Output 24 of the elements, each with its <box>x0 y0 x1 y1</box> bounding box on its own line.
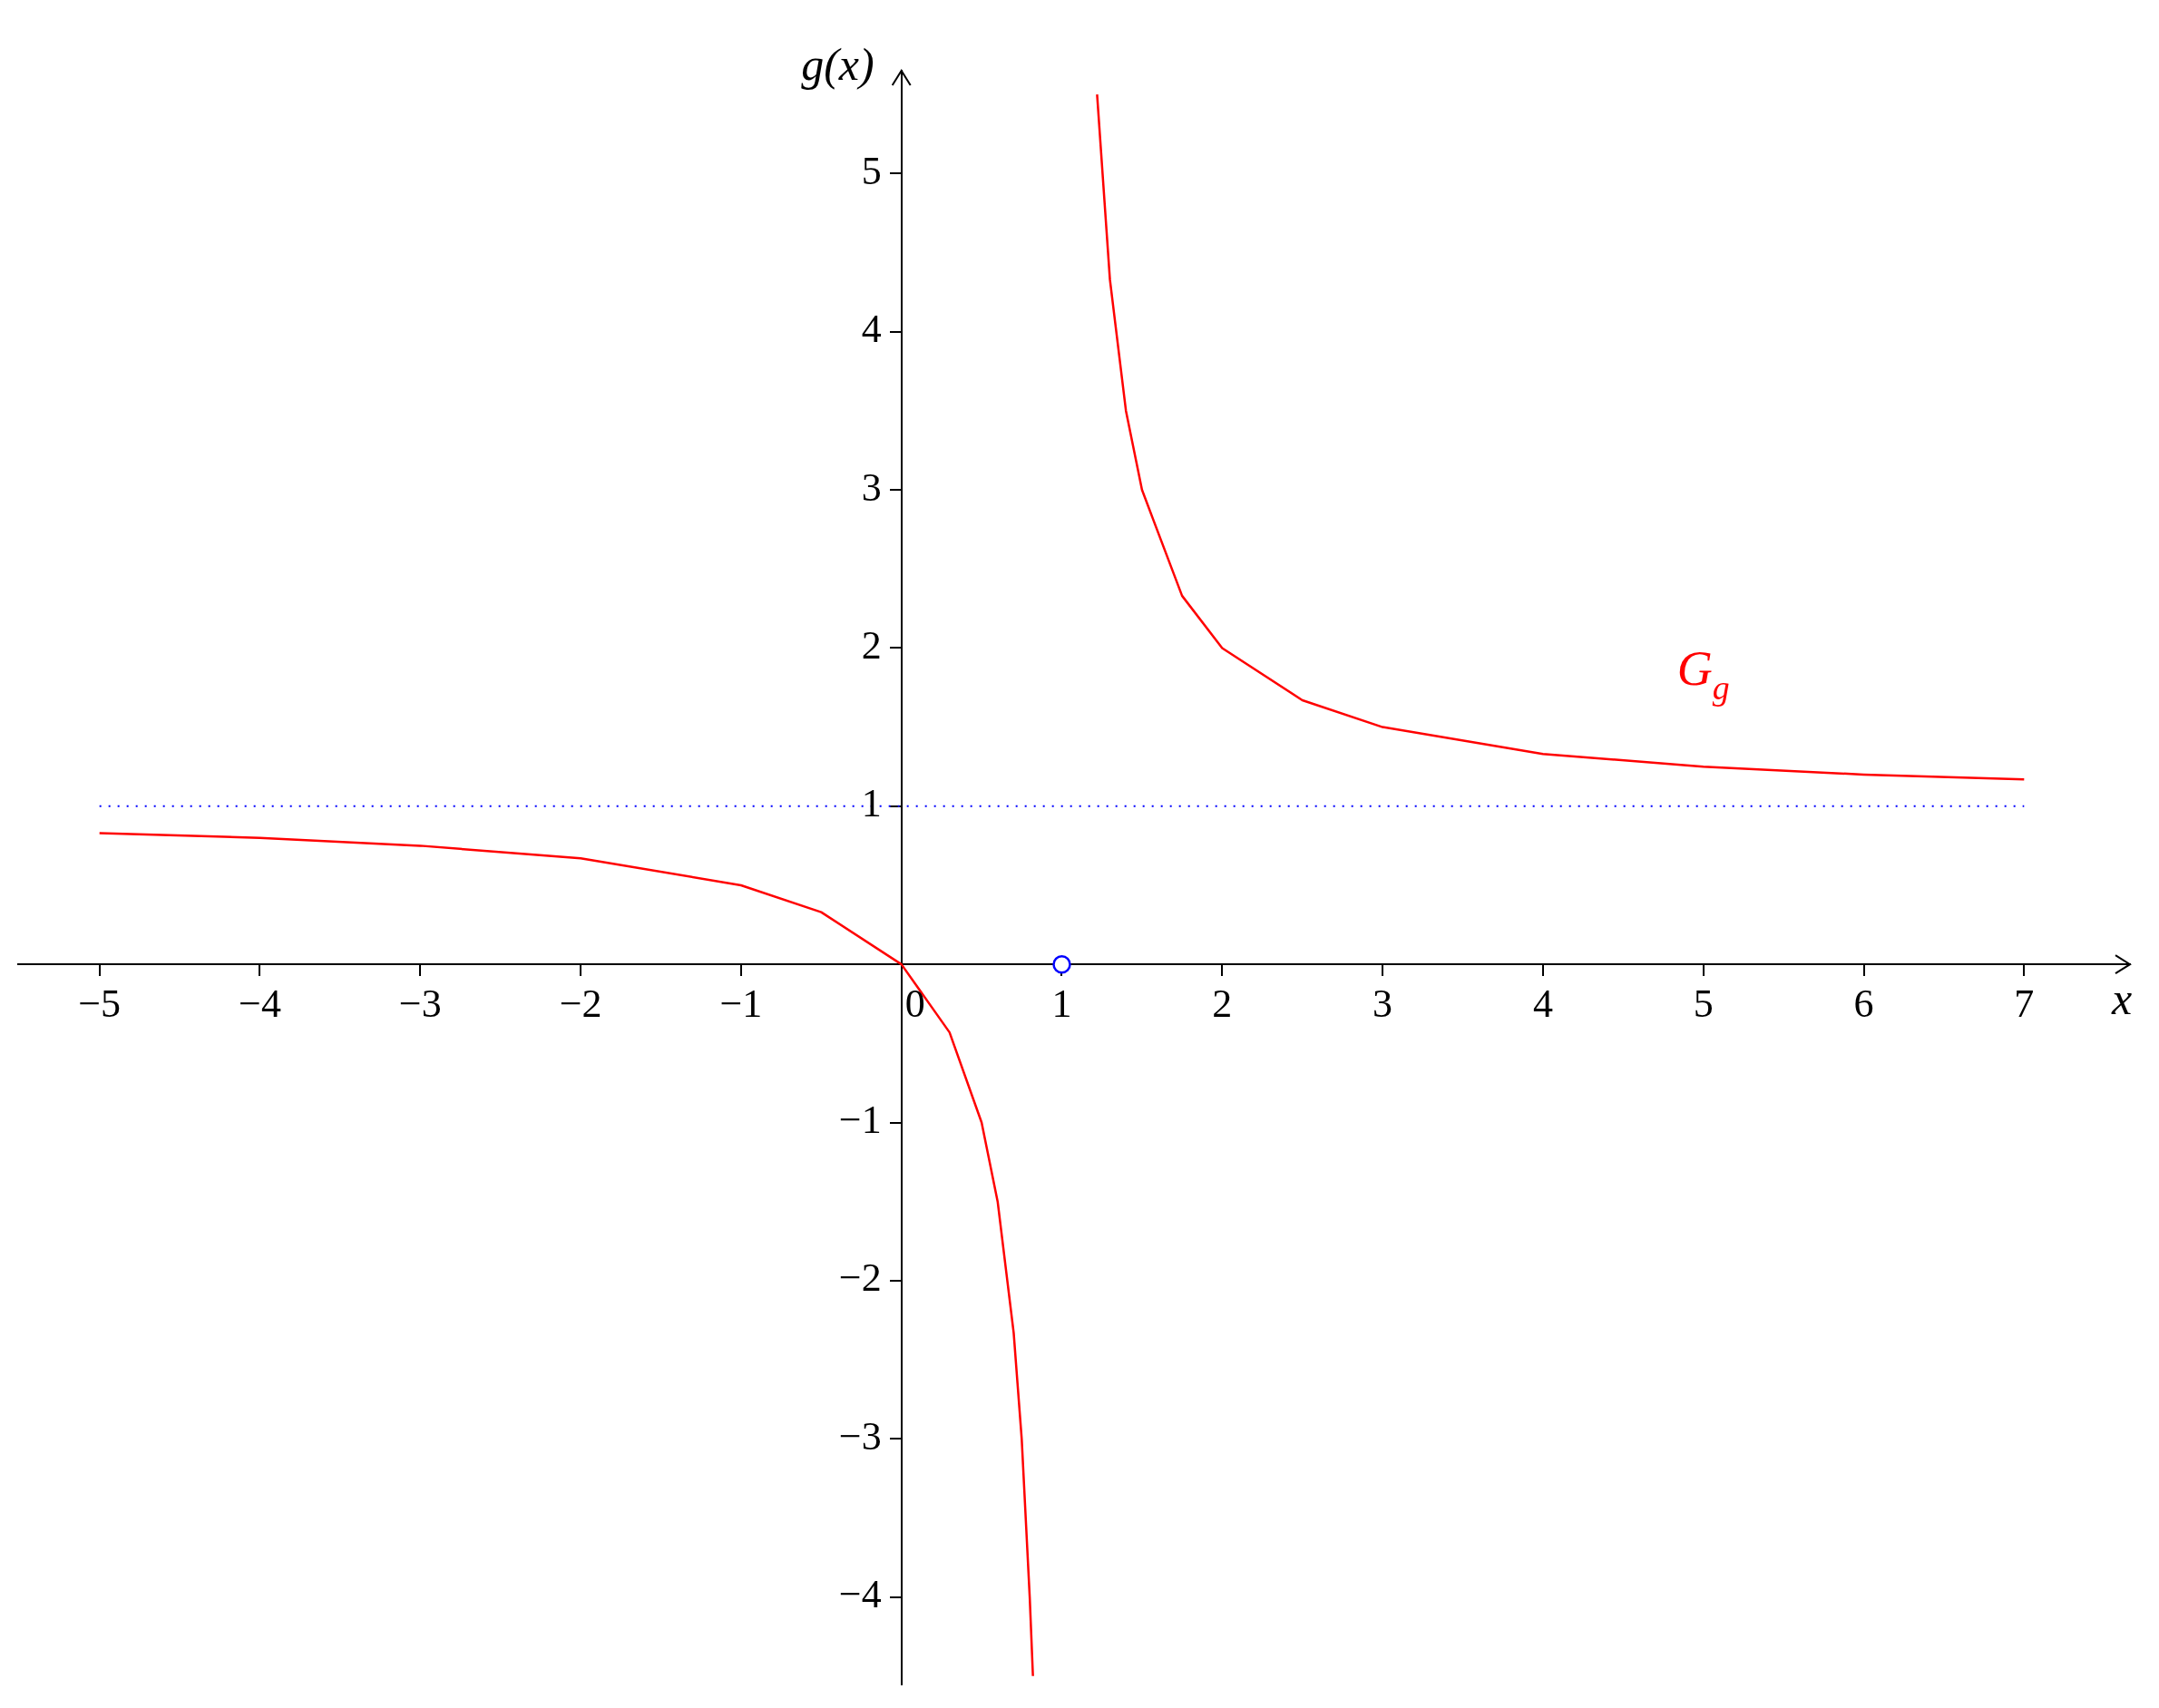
x-tick-label: −5 <box>78 981 122 1026</box>
x-tick-label: 2 <box>1212 981 1233 1026</box>
x-tick-label: 4 <box>1532 981 1553 1026</box>
x-tick-label: −4 <box>239 981 281 1026</box>
y-tick-label: −4 <box>838 1572 882 1617</box>
y-tick-label: −1 <box>838 1098 882 1143</box>
y-tick-label: −2 <box>838 1255 882 1301</box>
y-tick-label: −3 <box>838 1413 882 1459</box>
y-axis-title: g(x) <box>801 39 874 90</box>
x-tick-label: −2 <box>559 981 602 1026</box>
y-tick-label: 2 <box>861 622 882 668</box>
y-tick-label: 4 <box>861 307 882 352</box>
x-axis-title: x <box>2111 973 2133 1025</box>
x-tick-label: 5 <box>1693 981 1714 1026</box>
x-tick-label: 6 <box>1853 981 1874 1026</box>
x-tick-label: −3 <box>398 981 442 1026</box>
y-tick-label: 5 <box>861 148 882 193</box>
x-tick-label: −1 <box>719 981 763 1026</box>
y-tick-label: 3 <box>861 464 882 510</box>
x-tick-label: 3 <box>1373 981 1393 1026</box>
x-tick-label: 7 <box>2014 981 2035 1026</box>
x-tick-label: 0 <box>904 981 925 1026</box>
y-tick-label: 1 <box>861 781 882 826</box>
x-tick-label: 1 <box>1051 981 1072 1026</box>
